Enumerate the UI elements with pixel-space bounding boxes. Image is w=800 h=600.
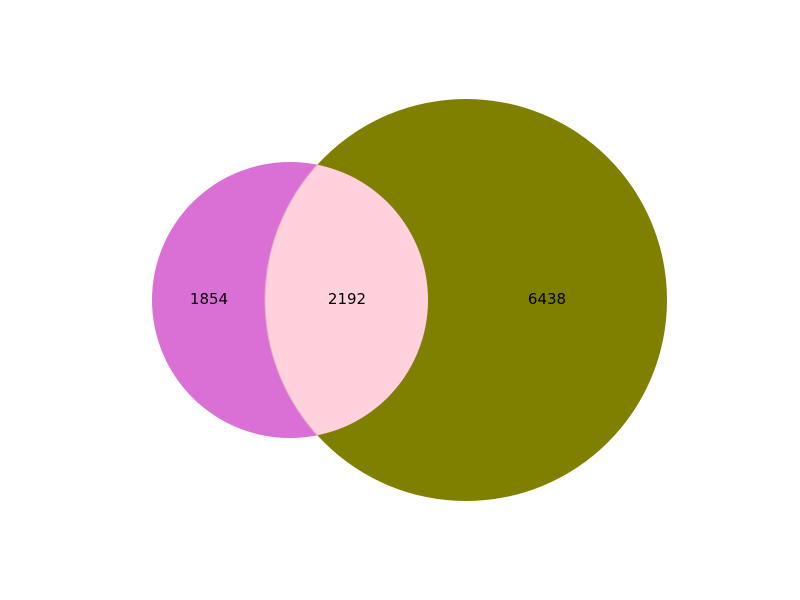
only-b-count: 6438 bbox=[528, 290, 566, 308]
overlap-region bbox=[264, 162, 428, 438]
a-and-b-count: 2192 bbox=[328, 290, 366, 308]
only-a-count: 1854 bbox=[190, 290, 228, 308]
